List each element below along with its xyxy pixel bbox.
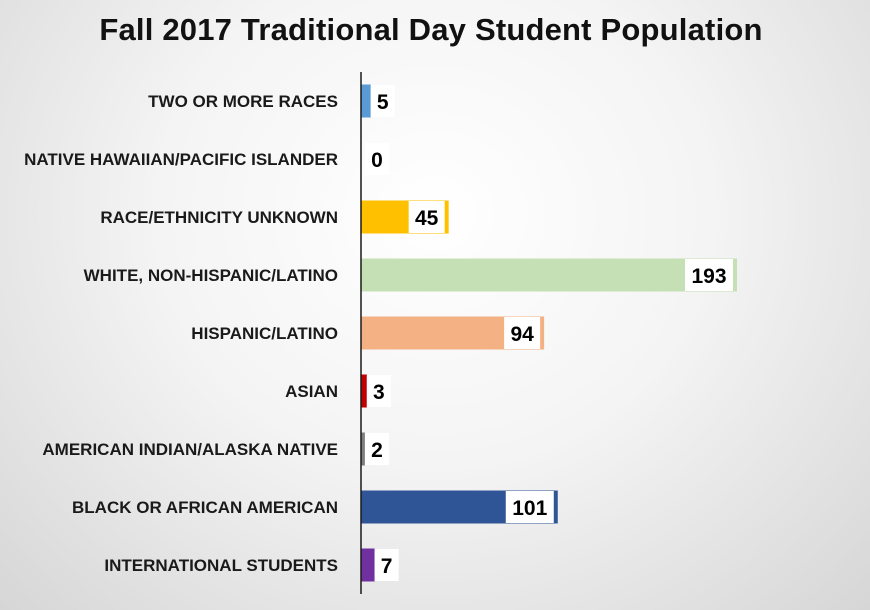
data-label: 3 xyxy=(373,381,385,404)
category-label: TWO OR MORE RACES xyxy=(148,92,338,111)
data-label: 94 xyxy=(510,323,534,346)
data-label-box xyxy=(504,317,541,349)
data-label: 101 xyxy=(512,497,547,520)
data-label-box xyxy=(685,259,733,291)
chart-title: Fall 2017 Traditional Day Student Popula… xyxy=(99,12,763,47)
category-label: BLACK OR AFRICAN AMERICAN xyxy=(72,498,338,517)
data-label-box xyxy=(366,375,391,407)
category-label: ASIAN xyxy=(285,382,338,401)
data-label: 2 xyxy=(371,439,383,462)
data-label: 193 xyxy=(691,265,726,288)
bar xyxy=(361,258,737,292)
bar xyxy=(361,548,375,582)
category-label: RACE/ETHNICITY UNKNOWN xyxy=(100,208,338,227)
data-label: 45 xyxy=(415,207,439,230)
bar xyxy=(361,84,371,118)
data-label: 5 xyxy=(377,91,389,114)
category-label: HISPANIC/LATINO xyxy=(191,324,338,343)
data-label-box xyxy=(505,491,554,523)
category-label: INTERNATIONAL STUDENTS xyxy=(104,556,338,575)
data-label-box xyxy=(374,549,399,581)
data-label-box xyxy=(370,85,395,117)
data-label-box xyxy=(408,201,445,233)
bar xyxy=(361,374,367,408)
category-label: WHITE, NON-HISPANIC/LATINO xyxy=(84,266,338,285)
data-label: 7 xyxy=(381,555,393,578)
category-label: NATIVE HAWAIIAN/PACIFIC ISLANDER xyxy=(24,150,338,169)
bar xyxy=(361,432,365,466)
data-label-box xyxy=(365,143,389,175)
data-label: 0 xyxy=(371,149,383,172)
category-label: AMERICAN INDIAN/ALASKA NATIVE xyxy=(42,440,338,459)
data-label-box xyxy=(365,433,389,465)
